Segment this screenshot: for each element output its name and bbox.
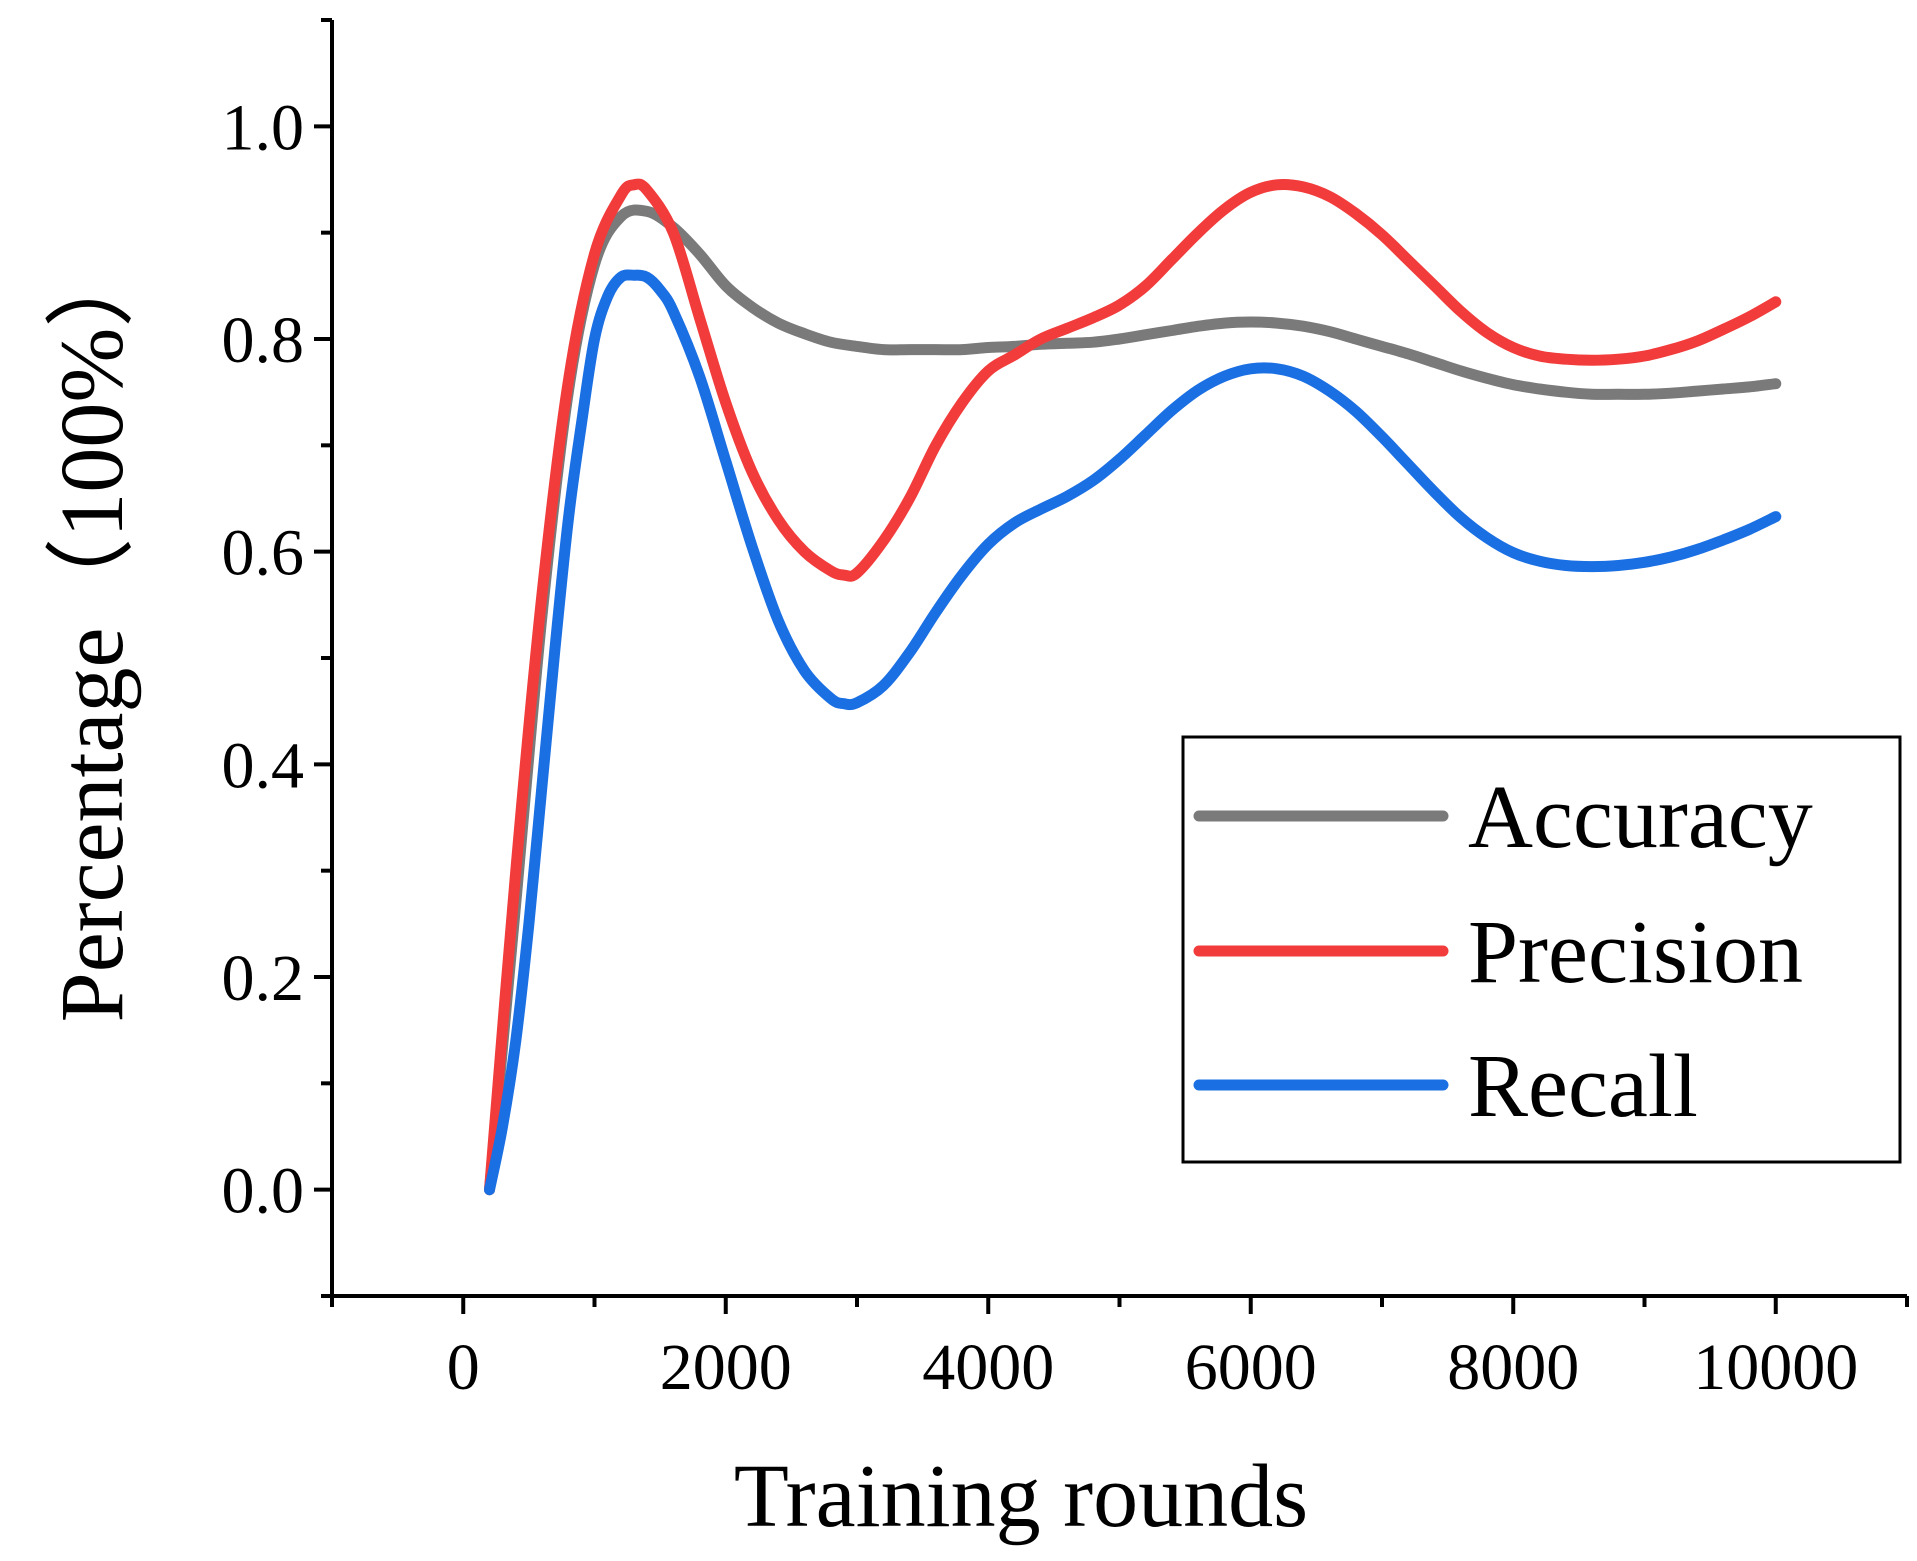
x-tick-label: 10000 bbox=[1693, 1331, 1858, 1404]
y-tick-label: 0.6 bbox=[222, 517, 305, 590]
x-tick-label: 8000 bbox=[1447, 1331, 1579, 1404]
x-tick-label: 2000 bbox=[660, 1331, 792, 1404]
y-tick-label: 0.4 bbox=[222, 729, 305, 802]
x-tick-label: 6000 bbox=[1185, 1331, 1317, 1404]
accuracy-series-line bbox=[484, 204, 1782, 1196]
x-tick-label: 4000 bbox=[922, 1331, 1054, 1404]
legend: Accuracy Precision Recall bbox=[1181, 735, 1902, 1164]
axes: 0 2000 4000 6000 8000 10000 0.0 0.2 0.4 0.6 0.8 1.0 bbox=[222, 18, 1909, 1404]
x-axis-title: Training rounds bbox=[734, 1447, 1308, 1546]
y-axis-title: Percentage（100%） bbox=[43, 238, 142, 1023]
recall-series-line bbox=[484, 269, 1782, 1196]
y-tick-label: 0.0 bbox=[222, 1155, 305, 1228]
x-tick-label: 0 bbox=[447, 1331, 480, 1404]
precision-series-line bbox=[484, 178, 1782, 1196]
legend-label-recall: Recall bbox=[1468, 1037, 1698, 1136]
legend-label-accuracy: Accuracy bbox=[1468, 768, 1813, 867]
legend-label-precision: Precision bbox=[1468, 903, 1803, 1002]
y-tick-label: 0.2 bbox=[222, 942, 305, 1015]
series-lines bbox=[484, 178, 1782, 1196]
y-tick-label: 0.8 bbox=[222, 304, 305, 377]
y-tick-label: 1.0 bbox=[222, 91, 305, 164]
